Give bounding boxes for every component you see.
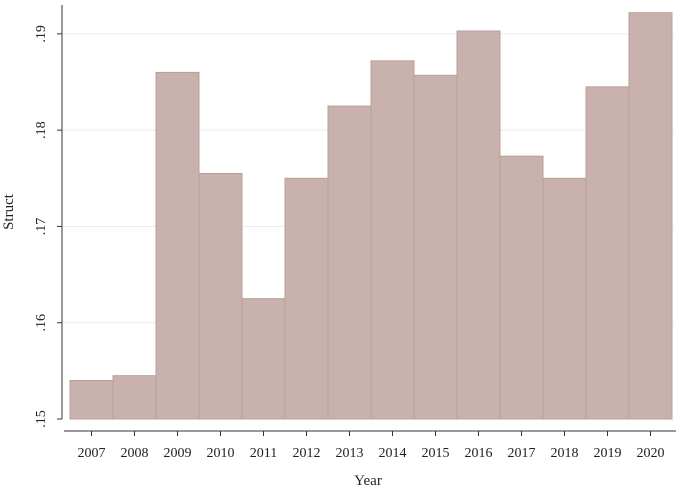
axes bbox=[61, 5, 676, 432]
x-ticks: 2007 2008 2009 2010 2011 2012 2013 2014 2015 2016… bbox=[78, 431, 665, 461]
y-axis-title: Struct bbox=[1, 193, 17, 230]
bar-2015 bbox=[413, 74, 458, 420]
x-tick-label: 2009 bbox=[164, 446, 192, 461]
bar-2012 bbox=[284, 177, 329, 420]
bar-2017 bbox=[499, 155, 544, 420]
bar-2009 bbox=[155, 71, 200, 420]
y-tick-label: .18 bbox=[34, 121, 49, 139]
x-tick-label: 2016 bbox=[465, 446, 493, 461]
x-tick-label: 2014 bbox=[379, 446, 407, 461]
x-tick-label: 2011 bbox=[250, 446, 277, 461]
bar-2013 bbox=[327, 105, 372, 420]
bar-2014 bbox=[370, 60, 415, 420]
bar-2011 bbox=[241, 298, 286, 420]
bars bbox=[69, 12, 673, 420]
x-tick-label: 2015 bbox=[422, 446, 450, 461]
bar-2016 bbox=[456, 30, 501, 420]
x-tick-label: 2018 bbox=[551, 446, 579, 461]
bar-2020 bbox=[628, 12, 673, 420]
bar-2008 bbox=[112, 375, 157, 420]
x-tick-label: 2020 bbox=[637, 446, 665, 461]
x-tick-label: 2017 bbox=[508, 446, 536, 461]
y-tick-label: .19 bbox=[34, 25, 49, 43]
bar-2007 bbox=[69, 379, 114, 420]
x-axis-title: Year bbox=[354, 473, 382, 489]
bar-2019 bbox=[585, 86, 630, 420]
y-tick-label: .16 bbox=[34, 314, 49, 332]
y-tick-label: .15 bbox=[34, 410, 49, 428]
x-tick-label: 2019 bbox=[594, 446, 622, 461]
x-tick-label: 2010 bbox=[207, 446, 235, 461]
y-tick-label: .17 bbox=[34, 218, 49, 236]
bar-2018 bbox=[542, 177, 587, 420]
bar-2010 bbox=[198, 172, 243, 420]
x-tick-label: 2013 bbox=[336, 446, 364, 461]
y-ticks: .15 .16 .17 .18 .19 bbox=[34, 25, 62, 428]
x-tick-label: 2007 bbox=[78, 446, 106, 461]
x-tick-label: 2008 bbox=[121, 446, 149, 461]
x-tick-label: 2012 bbox=[293, 446, 321, 461]
